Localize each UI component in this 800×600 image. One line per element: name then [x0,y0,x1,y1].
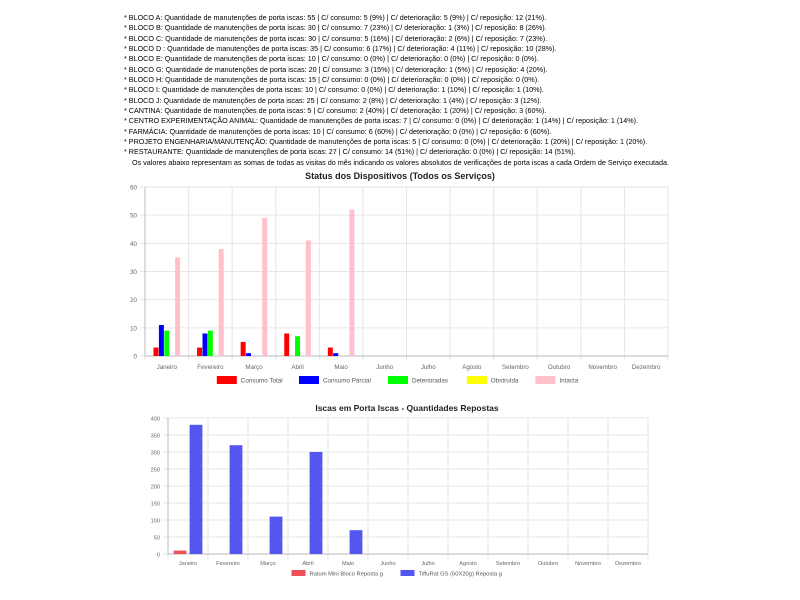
x-tick-label: Março [245,364,263,371]
y-tick-label: 200 [151,485,160,491]
x-tick-label: Julho [421,364,436,371]
y-tick-label: 300 [151,451,160,457]
x-tick-label: Dezembro [632,364,661,371]
x-tick-label: Junho [376,364,393,371]
summary-line: * PROJETO ENGENHARIA/MANUTENÇÃO: Quantid… [124,137,648,147]
summary-line: * BLOCO B: Quantidade de manutenções de … [124,23,547,33]
y-tick-label: 50 [130,213,137,220]
bar [207,330,213,356]
y-tick-label: 250 [151,468,160,474]
summary-line: * RESTAURANTE: Quantidade de manutenções… [124,147,576,157]
y-tick-label: 400 [151,417,160,423]
y-tick-label: 100 [151,519,160,525]
legend-swatch [388,376,408,384]
bar [284,333,290,356]
summary-line: * BLOCO A: Quantidade de manutenções de … [124,13,547,22]
bar [175,257,181,356]
legend-swatch [291,570,306,576]
bar [197,347,203,356]
bar [164,330,170,356]
legend-label: TiffuRat GS (50X20g) Reposta g [419,572,502,578]
y-tick-label: 0 [134,354,138,361]
x-tick-label: Maio [334,364,348,371]
bar [189,424,203,554]
legend-label: Consumo Total [241,378,283,385]
legend-label: Obstruída [491,378,519,385]
x-tick-label: Outubro [548,364,571,371]
x-tick-label: Dezembro [615,561,641,567]
x-tick-label: Setembro [496,561,520,567]
bar [229,445,243,554]
summary-line: * CANTINA: Quantidade de manutenções de … [124,106,547,116]
x-tick-label: Março [260,561,276,567]
legend-label: Intacta [559,378,578,385]
x-tick-label: Janeiro [157,364,178,371]
x-tick-label: Fevereiro [197,364,224,371]
y-tick-label: 60 [130,185,137,192]
x-tick-label: Janeiro [179,561,197,567]
summary-line: * BLOCO I: Quantidade de manutenções de … [124,85,544,95]
bar [240,341,246,356]
x-tick-label: Novembro [588,364,617,371]
x-tick-label: Fevereiro [216,561,240,567]
legend-swatch [216,376,237,384]
bar [158,325,164,356]
bar [305,240,311,356]
bar [153,347,159,356]
legend-swatch [400,570,415,576]
bar [246,353,252,356]
legend-label: Ratum Mini Bloco Reposta g [310,572,383,578]
x-tick-label: Julho [421,561,434,567]
bar [218,248,224,356]
x-tick-label: Agosto [462,364,482,371]
x-tick-label: Setembro [502,364,529,371]
y-tick-label: 20 [130,297,137,304]
device-status-chart: Status dos Dispositivos (Todos os Serviç… [130,171,669,385]
bar [333,353,339,356]
bar [349,209,355,356]
bar [295,336,301,356]
summary-note: Os valores abaixo representam as somas d… [132,157,669,167]
y-tick-label: 0 [157,553,160,559]
x-tick-label: Abril [302,561,313,567]
legend-swatch [535,376,556,384]
x-tick-label: Maio [342,561,354,567]
summary-line: * CENTRO EXPERIMENTAÇÃO ANIMAL: Quantida… [124,116,638,126]
bar [349,530,363,554]
legend-label: Deterioradas [412,378,448,385]
chart-title: Status dos Dispositivos (Todos os Serviç… [305,171,495,181]
legend-swatch [466,376,487,384]
bar [262,217,268,356]
x-tick-label: Agosto [459,561,476,567]
bait-replenished-chart: Iscas em Porta Iscas - Quantidades Repos… [151,403,649,578]
x-tick-label: Outubro [538,561,558,567]
summary-line: * BLOCO D : Quantidade de manutenções de… [124,44,557,54]
bar [309,452,323,554]
summary-line: * BLOCO C: Quantidade de manutenções de … [124,33,548,43]
x-tick-label: Junho [380,561,395,567]
summary-line: * BLOCO J: Quantidade de manutenções de … [124,95,542,105]
chart-title: Iscas em Porta Iscas - Quantidades Repos… [315,403,499,413]
y-tick-label: 40 [130,241,137,248]
y-tick-label: 150 [151,502,160,508]
maintenance-summary: * BLOCO A: Quantidade de manutenções de … [124,13,794,168]
bar [173,550,187,554]
summary-line: * BLOCO G: Quantidade de manutenções de … [124,64,548,74]
bar [202,333,208,356]
legend-label: Consumo Parcial [323,378,371,385]
y-tick-label: 50 [154,536,160,542]
summary-line: * BLOCO E: Quantidade de manutenções de … [124,54,539,64]
bar [269,516,283,554]
y-tick-label: 10 [130,325,137,332]
bar [327,347,333,356]
summary-line: * FARMÁCIA: Quantidade de manutenções de… [124,126,552,136]
y-tick-label: 350 [151,434,160,440]
x-tick-label: Abril [291,364,303,371]
x-tick-label: Novembro [575,561,601,567]
summary-line: * BLOCO H: Quantidade de manutenções de … [124,75,540,85]
legend-swatch [299,376,319,384]
y-tick-label: 30 [130,269,137,276]
